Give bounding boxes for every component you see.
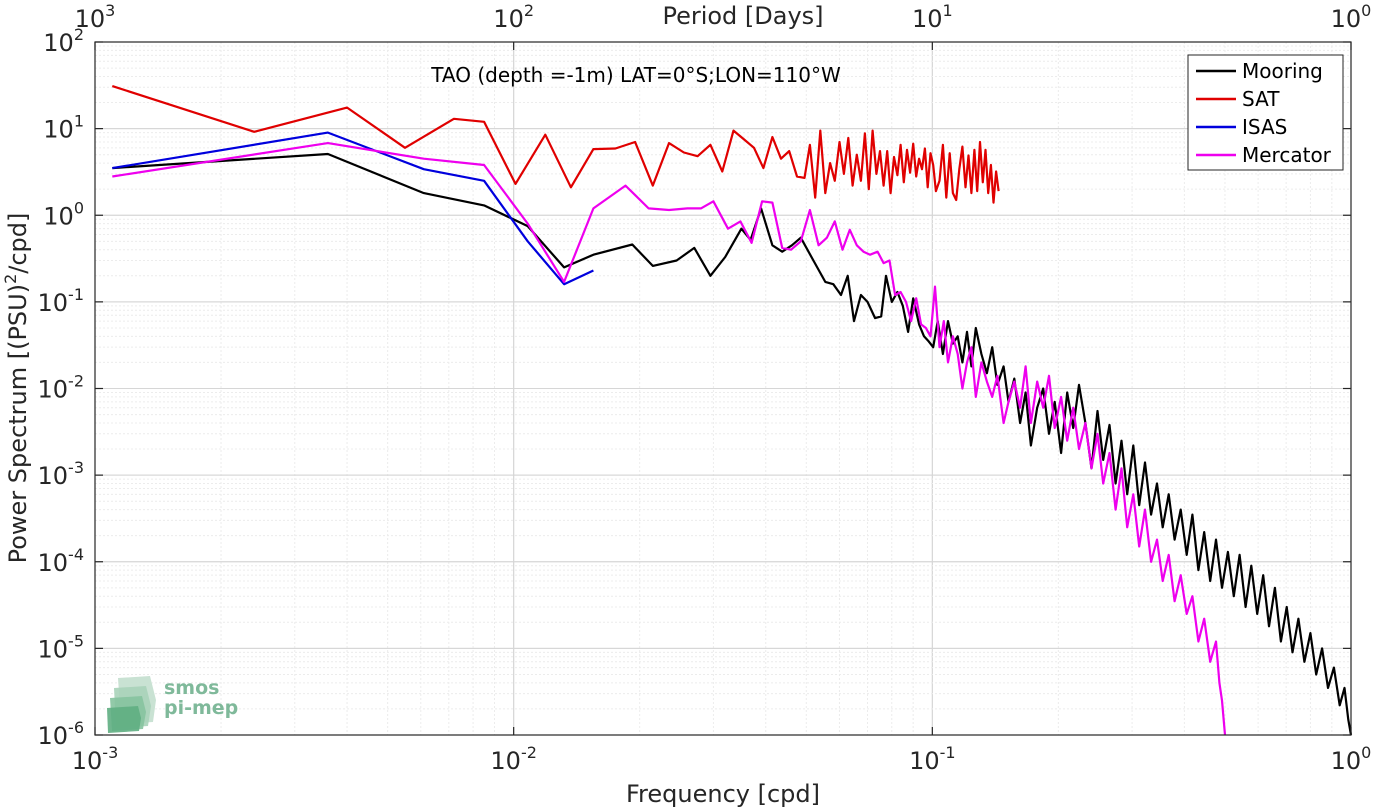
top-tick-label-base: 10 <box>1331 5 1362 33</box>
x-axis-label: Frequency [cpd] <box>626 780 820 808</box>
x-tick-label: 10-2 <box>490 743 537 775</box>
top-tick-label: 103 <box>75 1 116 33</box>
x-tick-label-base: 10 <box>72 747 103 775</box>
legend-label-mercator: Mercator <box>1242 143 1332 167</box>
y-tick-label: 101 <box>43 112 84 144</box>
smos-pi-mep-logo: smos pi-mep <box>107 676 238 733</box>
series-line-mooring <box>112 152 1353 736</box>
chart-title: TAO (depth =-1m) LAT=0°S;LON=110°W <box>430 63 841 87</box>
y-tick-label: 10-3 <box>38 458 85 490</box>
y-tick-label: 10-1 <box>38 285 85 317</box>
legend-label-mooring: Mooring <box>1242 59 1323 83</box>
x-tick-label-base: 10 <box>909 747 940 775</box>
y-tick-label: 100 <box>43 198 84 230</box>
y-tick-label-exp: -2 <box>68 372 84 391</box>
legend-label-isas: ISAS <box>1242 115 1287 139</box>
legend-box <box>1187 54 1344 171</box>
axis-ticks <box>94 41 1352 736</box>
top-tick-label-base: 10 <box>912 5 943 33</box>
y-axis-label: Power Spectrum [(PSU)2/cpd] <box>1 213 32 564</box>
y-tick-label-base: 10 <box>38 635 69 663</box>
y-tick-label: 10-2 <box>38 372 85 404</box>
y-tick-label-exp: -3 <box>68 458 84 477</box>
x-tick-label: 10-3 <box>72 743 119 775</box>
y-tick-label: 10-4 <box>38 545 85 577</box>
series-line-isas <box>112 131 594 286</box>
top-tick-label-exp: 1 <box>943 1 953 20</box>
y-tick-label-exp: 2 <box>74 25 84 44</box>
x-tick-label: 10-1 <box>909 743 956 775</box>
logo-text-smos: smos <box>164 677 219 699</box>
y-tick-label-exp: 0 <box>74 198 84 217</box>
y-tick-label: 10-6 <box>38 718 85 750</box>
top-tick-label: 102 <box>493 1 534 33</box>
y-tick-label-base: 10 <box>38 289 69 317</box>
top-tick-label-base: 10 <box>75 5 106 33</box>
y-tick-label-base: 10 <box>38 376 69 404</box>
logo-waves-icon <box>107 676 156 733</box>
series-line-mercator <box>112 142 1227 736</box>
y-tick-label-exp: -5 <box>68 631 84 650</box>
series-lines <box>111 85 1353 736</box>
top-tick-label-base: 10 <box>493 5 524 33</box>
y-tick-label-base: 10 <box>38 722 69 750</box>
legend-label-sat: SAT <box>1242 87 1280 111</box>
x-tick-label: 100 <box>1331 743 1372 775</box>
legend: Mooring SAT ISAS Mercator <box>1187 54 1344 171</box>
top-tick-label-exp: 0 <box>1361 1 1371 20</box>
y-tick-label-base: 10 <box>43 116 74 144</box>
series-line-sat <box>111 85 1000 204</box>
top-tick-label: 100 <box>1331 1 1372 33</box>
top-tick-label-exp: 3 <box>105 1 115 20</box>
y-tick-label-base: 10 <box>43 29 74 57</box>
top-tick-label-exp: 2 <box>524 1 534 20</box>
x-tick-label-exp: -1 <box>940 743 956 762</box>
x-tick-label-exp: -2 <box>521 743 537 762</box>
top-tick-label: 101 <box>912 1 953 33</box>
y-tick-label-exp: 1 <box>74 112 84 131</box>
y-tick-label-base: 10 <box>38 462 69 490</box>
y-tick-label-exp: -1 <box>68 285 84 304</box>
y-tick-label: 102 <box>43 25 84 57</box>
x-tick-label-base: 10 <box>1331 747 1362 775</box>
y-axis-label-sup: 2 <box>1 274 20 284</box>
y-tick-label-base: 10 <box>43 202 74 230</box>
y-axis-label-base: Power Spectrum [(PSU) <box>4 284 32 563</box>
x-tick-label-exp: -3 <box>102 743 118 762</box>
x-tick-label-exp: 0 <box>1361 743 1371 762</box>
y-tick-label-base: 10 <box>38 549 69 577</box>
x-tick-label-base: 10 <box>490 747 521 775</box>
y-tick-label-exp: -4 <box>68 545 84 564</box>
y-axis-label-tail: /cpd] <box>4 213 32 274</box>
y-tick-label-exp: -6 <box>68 718 84 737</box>
logo-text-pi-mep: pi-mep <box>164 697 238 719</box>
top-x-axis-label: Period [Days] <box>662 2 823 30</box>
y-tick-label: 10-5 <box>38 631 85 663</box>
